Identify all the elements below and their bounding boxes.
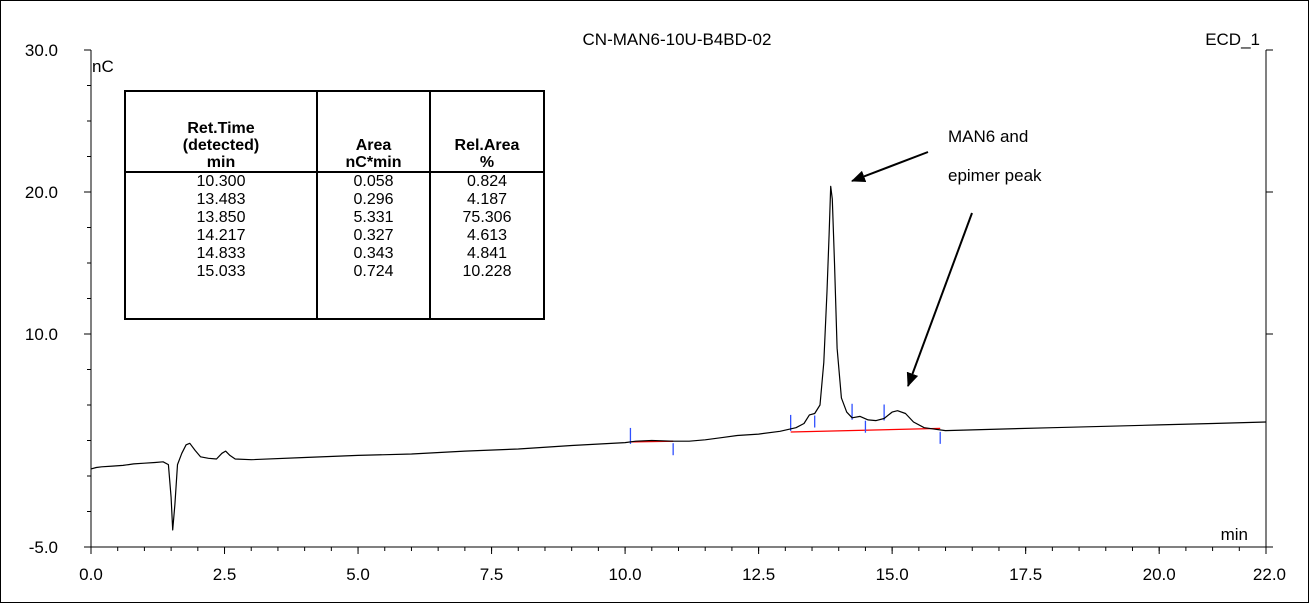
cell-ret-time: 15.033 <box>126 263 318 281</box>
x-tick-label: 0.0 <box>79 565 103 584</box>
table-row: 14.833 0.343 4.841 <box>126 245 543 263</box>
cell-area: 0.327 <box>317 227 431 245</box>
axis-labels: -5.0 10.0 20.0 30.0 0.0 2.5 5.0 7.5 10.0 12.5 15.0… <box>25 41 1286 584</box>
x-tick-label: 12.5 <box>742 565 775 584</box>
detector-label: ECD_1 <box>1205 30 1260 49</box>
x-axis-unit: min <box>1221 525 1248 544</box>
cell-rel-area: 0.824 <box>466 173 508 190</box>
x-tick-label: 5.0 <box>346 565 370 584</box>
table-pad-row <box>126 281 543 318</box>
table-row: 14.217 0.327 4.613 <box>126 227 543 245</box>
header-ret-time: Ret.Time (detected) min <box>126 92 318 173</box>
table-row: 15.033 0.724 10.228 <box>126 263 543 281</box>
cell-rel-area: 10.228 <box>462 263 512 280</box>
table-row: 13.483 0.296 4.187 <box>126 191 543 209</box>
cell-area: 5.331 <box>317 209 431 227</box>
header-area: Area nC*min <box>317 92 431 173</box>
annotation-arrow-main-peak <box>851 151 929 182</box>
peak-markers <box>629 403 941 456</box>
cell-ret-time: 14.833 <box>126 245 318 263</box>
cell-rel-area: 4.613 <box>466 227 508 244</box>
cell-ret-time: 14.217 <box>126 227 318 245</box>
cell-rel-area: 4.187 <box>466 191 508 208</box>
cell-ret-time: 13.483 <box>126 191 318 209</box>
peak-table-header-row: Ret.Time (detected) min Area nC*min Rel.… <box>126 92 543 173</box>
annotation-arrow-epimer-peak <box>906 212 973 387</box>
x-tick-label: 7.5 <box>480 565 504 584</box>
trace-group <box>90 185 1267 531</box>
x-tick-label: 20.0 <box>1143 565 1176 584</box>
y-tick-label: 10.0 <box>25 325 58 344</box>
x-tick-label: 22.0 <box>1253 565 1286 584</box>
y-tick-label: -5.0 <box>29 538 58 557</box>
annotation-line-2: epimer peak <box>948 166 1042 185</box>
axis-ticks <box>84 49 1273 554</box>
x-tick-label: 17.5 <box>1009 565 1042 584</box>
cell-area: 0.724 <box>317 263 431 281</box>
x-tick-label: 10.0 <box>609 565 642 584</box>
header-rel-area: Rel.Area % <box>430 92 543 173</box>
cell-rel-area: 4.841 <box>466 245 508 262</box>
cell-rel-area: 75.306 <box>462 209 512 226</box>
annotation-line-1: MAN6 and <box>948 127 1028 146</box>
sample-name: CN-MAN6-10U-B4BD-02 <box>583 30 772 49</box>
y-axis-unit: nC <box>92 57 114 76</box>
cell-area: 0.343 <box>317 245 431 263</box>
peak-table: Ret.Time (detected) min Area nC*min Rel.… <box>124 90 545 320</box>
y-tick-label: 30.0 <box>25 41 58 60</box>
chromatogram-trace <box>90 185 1267 531</box>
cell-ret-time: 13.850 <box>126 209 318 227</box>
table-row: 13.850 5.331 75.306 <box>126 209 543 227</box>
x-tick-label: 15.0 <box>876 565 909 584</box>
x-tick-label: 2.5 <box>213 565 237 584</box>
cell-ret-time: 10.300 <box>126 172 318 191</box>
table-row: 10.300 0.058 0.824 <box>126 172 543 191</box>
cell-area: 0.296 <box>317 191 431 209</box>
cell-area: 0.058 <box>317 172 431 191</box>
y-tick-label: 20.0 <box>25 183 58 202</box>
